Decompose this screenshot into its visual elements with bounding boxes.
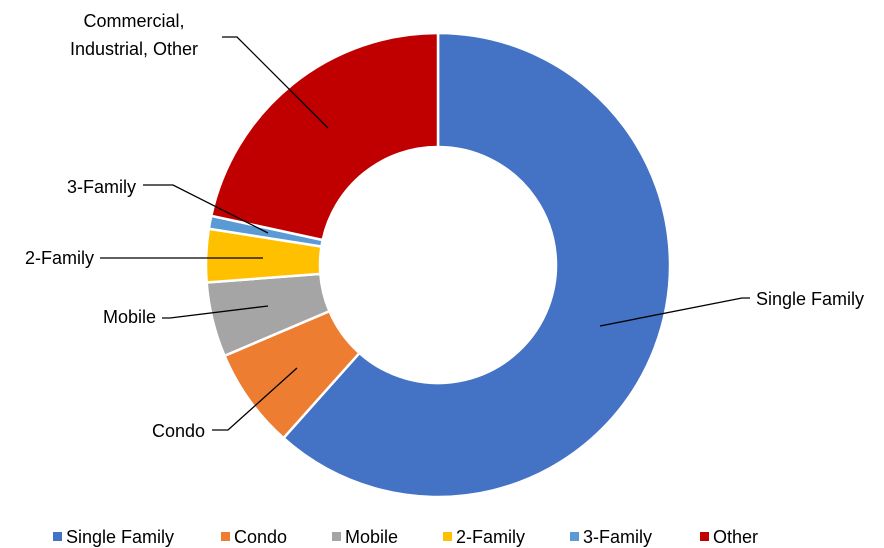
data-label: 3-Family	[67, 177, 136, 197]
donut-slice	[281, 31, 672, 499]
leader-line	[599, 297, 750, 327]
legend-swatch	[53, 532, 62, 541]
leader-line	[212, 367, 298, 431]
data-label: Mobile	[103, 307, 156, 327]
legend-label: 3-Family	[583, 527, 652, 547]
data-label: Single Family	[756, 289, 864, 309]
legend-swatch	[700, 532, 709, 541]
leader-line	[143, 184, 269, 234]
donut-slice	[209, 31, 440, 242]
legend-swatch	[332, 532, 341, 541]
legend-label: Other	[713, 527, 758, 547]
leader-line	[162, 305, 269, 319]
data-label: 2-Family	[25, 248, 94, 268]
legend-label: Mobile	[345, 527, 398, 547]
leader-line	[222, 36, 329, 129]
data-label: Industrial, Other	[70, 39, 198, 59]
legend-label: Condo	[234, 527, 287, 547]
legend-swatch	[443, 532, 452, 541]
data-label: Commercial,	[83, 11, 184, 31]
data-label: Condo	[152, 421, 205, 441]
legend-swatch	[570, 532, 579, 541]
legend-label: 2-Family	[456, 527, 525, 547]
legend-label: Single Family	[66, 527, 174, 547]
legend-swatch	[221, 532, 230, 541]
